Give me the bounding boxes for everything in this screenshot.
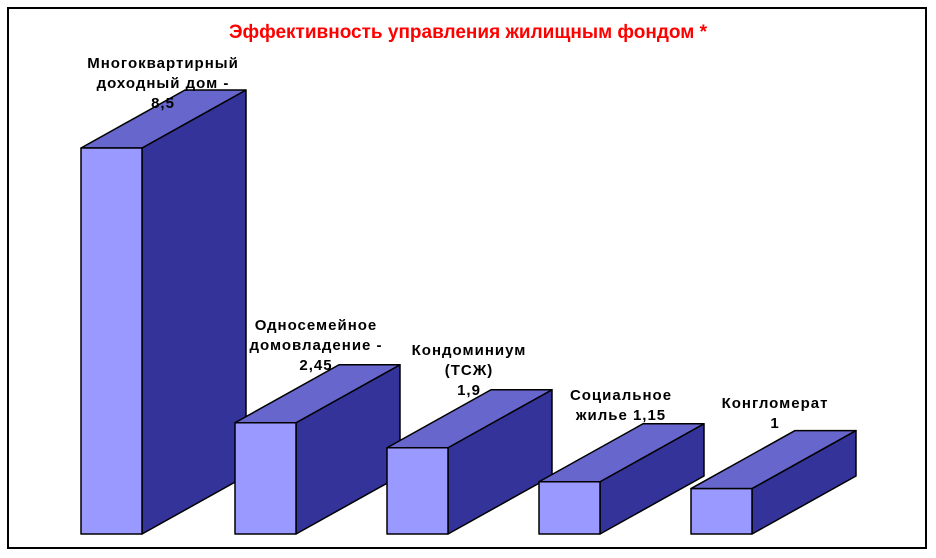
chart-title: Эффективность управления жилищным фондом… (228, 22, 708, 43)
data-label-line: (ТСЖ) (444, 362, 494, 379)
data-label-5: Конгломерат 1 (665, 394, 885, 434)
bar-4 (538, 481, 601, 535)
data-label-line: 1 (770, 415, 780, 432)
data-label-line: Односемейное (254, 317, 378, 334)
data-label-3: Кондоминиум (ТСЖ) 1,9 (359, 341, 579, 401)
data-label-line: домовладение - (249, 337, 383, 354)
bar-side-1 (141, 89, 247, 535)
data-label-line: 1,9 (457, 382, 481, 399)
data-label-line: Многоквартирный (87, 55, 239, 72)
data-label-line: Кондоминиум (411, 342, 527, 359)
data-label-line: 8,5 (151, 95, 175, 112)
data-label-line: жилье 1,15 (575, 407, 667, 424)
data-label-line: Социальное (569, 387, 673, 404)
bar-3 (386, 446, 449, 535)
data-label-2: Односемейное домовладение - 2,45 (206, 316, 426, 376)
data-label-line: Конгломерат (721, 395, 829, 412)
data-label-line: 2,45 (299, 357, 333, 374)
data-label-1: Многоквартирный доходный дом - 8,5 (53, 54, 273, 114)
data-label-4: Социальное жилье 1,15 (511, 386, 731, 426)
bar-2 (234, 421, 297, 535)
bar-5 (690, 487, 753, 535)
data-label-line: доходный дом - (96, 75, 230, 92)
bar-1 (80, 147, 143, 535)
